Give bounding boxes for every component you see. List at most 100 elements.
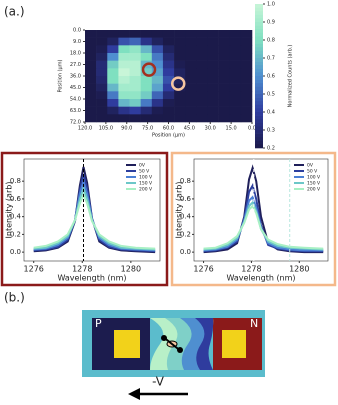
- heat-cell: [107, 91, 119, 100]
- heat-cell: [207, 76, 219, 84]
- pad: [114, 330, 140, 358]
- series-line: [203, 164, 324, 254]
- heat-cell: [85, 76, 97, 84]
- heat-cell: [174, 37, 186, 46]
- heat-cell: [185, 37, 197, 46]
- heat-cell: [85, 53, 97, 61]
- heat-cell: [218, 37, 231, 46]
- heat-cell: [107, 83, 119, 92]
- heat-cell: [196, 53, 208, 61]
- heat-cell: [240, 83, 253, 92]
- panel-label: (a.): [4, 5, 25, 19]
- y-tick-label: 0.8: [10, 177, 21, 185]
- heat-cell: [151, 45, 164, 54]
- colorbar-tick-label: 0.5: [267, 92, 275, 98]
- colorbar-segment: [255, 144, 263, 149]
- pad: [222, 330, 246, 358]
- heat-cell: [107, 114, 119, 123]
- colorbar-segment: [255, 119, 263, 124]
- series-line: [203, 195, 324, 252]
- heat-cell: [218, 30, 231, 38]
- heat-cell: [240, 45, 253, 54]
- heat-cell: [140, 68, 153, 77]
- colorbar-segment: [255, 61, 263, 66]
- heat-cell: [140, 114, 153, 123]
- heat-cell: [185, 106, 197, 115]
- heat-cell: [218, 60, 231, 69]
- heat-cell: [174, 76, 186, 84]
- x-tick-label: 1280: [289, 265, 309, 274]
- heat-cell: [174, 99, 186, 107]
- legend-label: 100 V: [307, 175, 321, 181]
- heat-cell: [162, 76, 175, 84]
- heat-cell: [118, 83, 130, 92]
- roi-marker: [141, 62, 157, 77]
- heat-cell: [162, 30, 175, 38]
- heat-cell: [174, 91, 186, 100]
- heat-cell: [118, 99, 130, 107]
- device-diagram: P N -V: [82, 310, 265, 400]
- colorbar-segment: [255, 32, 263, 37]
- heat-cell: [85, 106, 97, 115]
- colorbar-tick-label: 0.7: [267, 56, 275, 62]
- heat-cell: [129, 91, 141, 100]
- heat-cell: [85, 37, 97, 46]
- heat-cell: [240, 91, 253, 100]
- y-tick-label: 36.0: [70, 74, 81, 80]
- heat-cell: [196, 99, 208, 107]
- heat-cell: [151, 106, 164, 115]
- heat-cell: [151, 114, 164, 123]
- colorbar-segment: [255, 79, 263, 84]
- heat-cell: [196, 37, 208, 46]
- plot-area: [23, 158, 161, 262]
- heat-cell: [118, 114, 130, 123]
- legend-label: 200 V: [307, 187, 321, 193]
- heat-cell: [196, 91, 208, 100]
- arrow-head: [128, 388, 140, 400]
- colorbar-tick-label: 0.6: [267, 74, 275, 80]
- colorbar-segment: [255, 43, 263, 48]
- heat-cell: [151, 76, 164, 84]
- colorbar-segment: [255, 29, 263, 34]
- heat-cell: [174, 68, 186, 77]
- heat-cell: [218, 45, 231, 54]
- heat-cell: [207, 114, 219, 123]
- colorbar-segment: [255, 54, 263, 59]
- heat-cell: [185, 91, 197, 100]
- series-line: [203, 204, 324, 250]
- heat-cell: [162, 91, 175, 100]
- heat-cell: [229, 45, 242, 54]
- roi-marker: [170, 76, 186, 91]
- heat-cell: [185, 30, 197, 38]
- heat-cell: [162, 45, 175, 54]
- heat-cell: [96, 91, 108, 100]
- heat-cell: [96, 99, 108, 107]
- legend-label: 0V: [307, 163, 314, 169]
- heat-cell: [96, 83, 108, 92]
- voltage-label: -V: [152, 375, 165, 389]
- y-tick-label: 54.0: [70, 97, 81, 103]
- heat-cell: [207, 83, 219, 92]
- y-axis-label: Position (µm): [58, 59, 64, 92]
- colorbar-segment: [255, 101, 263, 106]
- p-label: P: [95, 317, 102, 330]
- legend-label: 0V: [139, 163, 146, 169]
- heat-cell: [218, 91, 231, 100]
- region: [195, 318, 214, 370]
- x-tick-label: 120.0: [78, 126, 92, 132]
- heat-cell: [162, 68, 175, 77]
- colorbar-segment: [255, 65, 263, 70]
- y-tick-label: 0.2: [180, 230, 191, 238]
- heat-cell: [240, 60, 253, 69]
- heat-cell: [240, 37, 253, 46]
- heat-cell: [151, 37, 164, 46]
- heat-cell: [162, 37, 175, 46]
- heat-cell: [185, 45, 197, 54]
- heat-cell: [96, 60, 108, 69]
- heat-cell: [218, 68, 231, 77]
- colorbar-segment: [255, 115, 263, 120]
- colorbar-segment: [255, 76, 263, 80]
- heat-cell: [129, 53, 141, 61]
- heat-cell: [129, 83, 141, 92]
- heat-cell: [196, 60, 208, 69]
